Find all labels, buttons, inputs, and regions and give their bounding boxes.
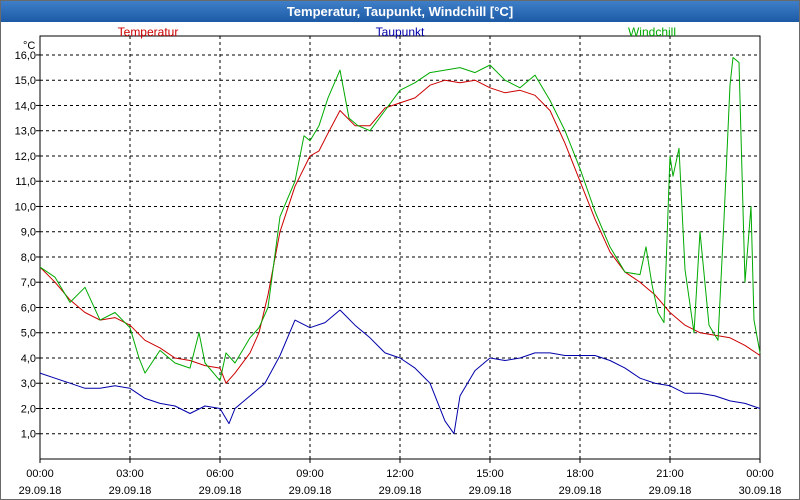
series-lines: [39, 57, 761, 435]
x-tick-time: 12:00: [386, 468, 414, 480]
x-tick-time: 15:00: [476, 468, 504, 480]
y-tick-label: 11,0: [15, 176, 36, 188]
x-tick-date: 29.09.18: [649, 485, 692, 497]
y-tick-label: 2,0: [21, 403, 36, 415]
y-tick-label: 13,0: [15, 126, 36, 138]
y-tick-label: 16,0: [15, 50, 36, 62]
y-axis-label: °C: [23, 40, 35, 52]
legend-windchill: Windchill: [628, 25, 676, 39]
x-tick-time: 21:00: [656, 468, 684, 480]
x-tick-date: 29.09.18: [289, 485, 332, 497]
y-tick-label: 15,0: [15, 75, 36, 87]
series-line-temperatur: [39, 79, 761, 384]
x-tick-date: 29.09.18: [379, 485, 422, 497]
y-tick-label: 3,0: [21, 378, 36, 390]
x-tick-date: 29.09.18: [199, 485, 242, 497]
y-tick-label: 12,0: [15, 151, 36, 163]
x-tick-time: 00:00: [26, 468, 54, 480]
grid: [40, 36, 760, 459]
y-tick-label: 7,0: [21, 277, 36, 289]
y-tick-label: 10,0: [15, 201, 36, 213]
chart-title: Temperatur, Taupunkt, Windchill [°C]: [1, 1, 799, 22]
legend-temperatur: Temperatur: [118, 25, 179, 39]
x-tick-time: 06:00: [206, 468, 234, 480]
series-line-windchill: [39, 57, 761, 382]
series-line-taupunkt: [39, 309, 761, 435]
x-tick-date: 30.09.18: [739, 485, 782, 497]
x-tick-time: 18:00: [566, 468, 594, 480]
x-tick-date: 29.09.18: [19, 485, 62, 497]
x-tick-date: 29.09.18: [469, 485, 512, 497]
x-tick-time: 09:00: [296, 468, 324, 480]
x-tick-date: 29.09.18: [109, 485, 152, 497]
legend-taupunkt: Taupunkt: [376, 25, 425, 39]
y-axis-ticks: 1,0 2,0 3,0 4,0 5,0 6,0 7,0 8,0 9,0 10,0 11,0 12,0 1…: [15, 50, 40, 441]
y-tick-label: 4,0: [21, 353, 36, 365]
y-tick-label: 1,0: [21, 429, 36, 441]
x-axis-ticks: 00:00 29.09.18 03:00 29.09.18 06:00 29.09.18 0…: [19, 459, 782, 497]
y-tick-label: 9,0: [21, 227, 36, 239]
x-tick-time: 03:00: [116, 468, 144, 480]
y-tick-label: 6,0: [21, 302, 36, 314]
x-tick-date: 29.09.18: [559, 485, 602, 497]
y-tick-label: 14,0: [15, 100, 36, 112]
y-tick-label: 8,0: [21, 252, 36, 264]
y-tick-label: 5,0: [21, 328, 36, 340]
x-tick-time: 00:00: [746, 468, 774, 480]
